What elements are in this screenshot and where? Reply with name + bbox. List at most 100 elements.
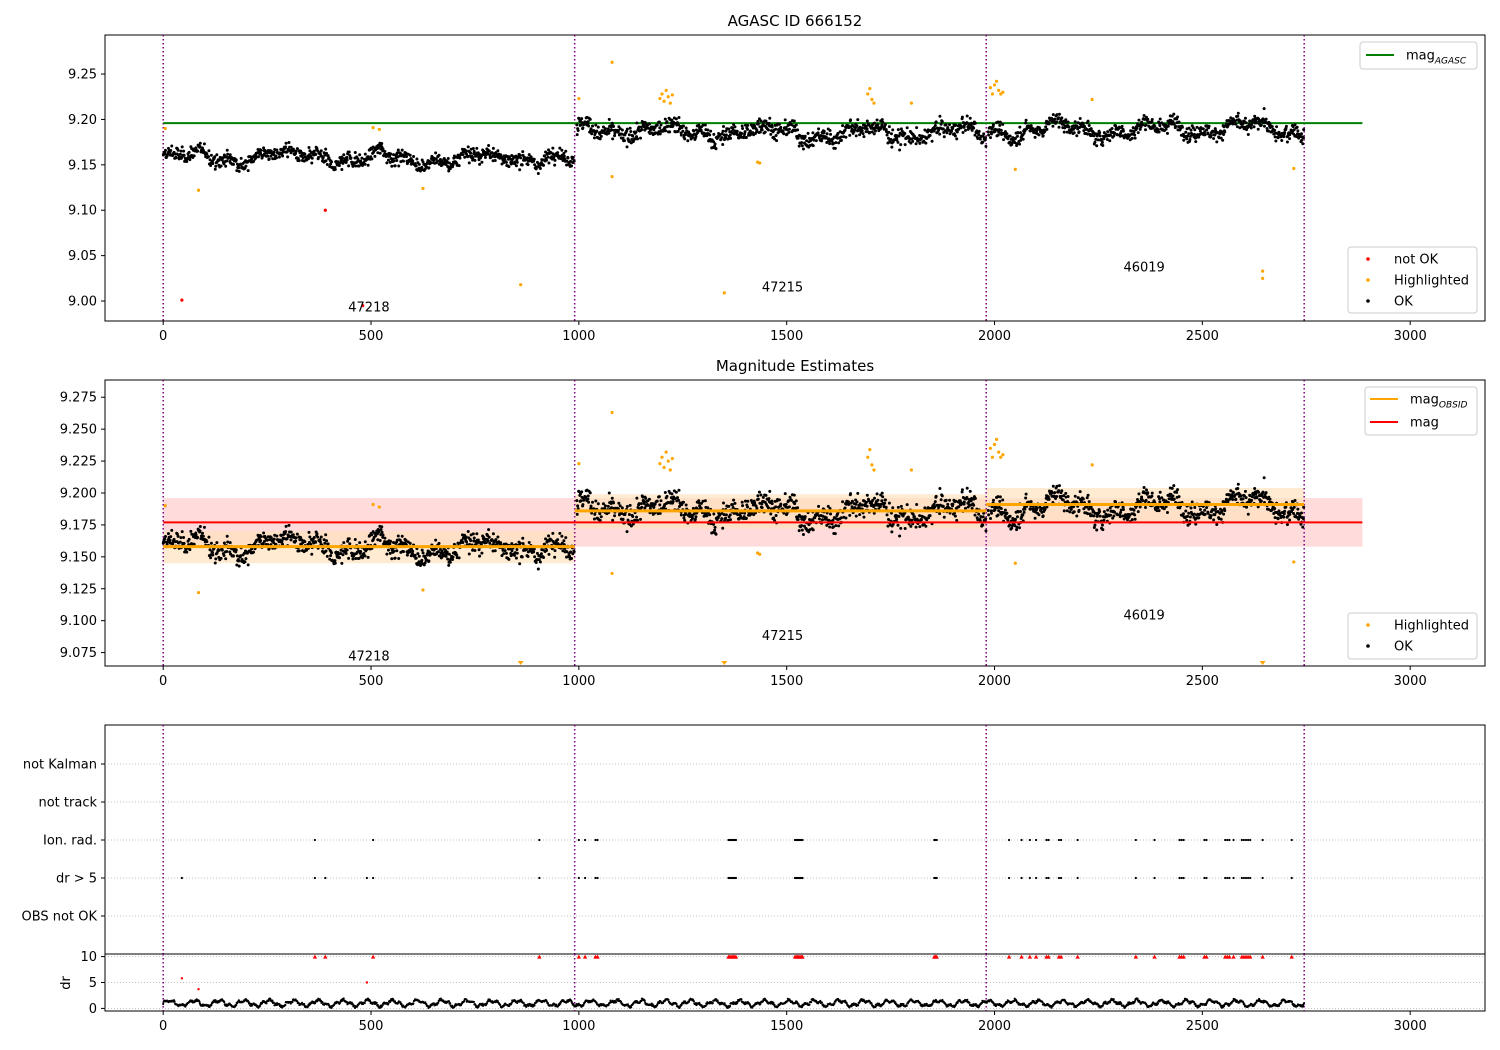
ok-point [1188, 138, 1192, 142]
ok-point [487, 149, 491, 153]
ok-point [679, 133, 683, 137]
ok-point [1086, 493, 1090, 497]
ok-point [564, 149, 568, 153]
ok-point [1077, 508, 1081, 512]
ok-point [613, 514, 617, 518]
ok-point [566, 156, 570, 160]
ok-point [201, 148, 205, 152]
ok-point [178, 152, 182, 156]
ok-point [796, 128, 800, 132]
ok-point [1060, 116, 1064, 120]
ok-point [188, 158, 192, 162]
ok-point [621, 136, 625, 140]
flag-category-label: Ion. rad. [43, 834, 97, 849]
ok-point [668, 130, 672, 134]
ok-point [860, 126, 864, 130]
ok-point [163, 152, 167, 156]
ok-point [464, 149, 468, 153]
ok-point [1137, 492, 1141, 496]
ok-point [502, 161, 506, 165]
flag-category-label: OBS not OK [22, 910, 98, 925]
ok-point [510, 549, 514, 553]
ok-point [960, 488, 964, 492]
ok-point [1262, 476, 1266, 480]
ok-point [721, 129, 725, 133]
ok-point [376, 151, 380, 155]
ok-point [945, 131, 949, 135]
ok-point [690, 516, 694, 520]
ok-point [849, 118, 853, 122]
agasc-y-tick-label: 9.00 [68, 295, 97, 310]
ok-point [613, 131, 617, 135]
ok-point [187, 537, 191, 541]
ok-point [507, 155, 511, 159]
highlighted-point [1292, 166, 1296, 171]
ok-point [1033, 135, 1037, 139]
ok-point [1261, 490, 1265, 494]
ok-point [580, 117, 584, 121]
obsid-label: 46019 [1123, 260, 1164, 275]
ok-point [353, 150, 357, 154]
ok-point [490, 538, 494, 542]
ok-point [973, 121, 977, 125]
ok-point [677, 498, 681, 502]
ok-point [746, 505, 750, 509]
ok-point [887, 517, 891, 521]
highlighted-point [377, 505, 381, 509]
ok-point [1062, 130, 1066, 134]
ok-point [465, 540, 469, 544]
highlighted-point [988, 446, 992, 450]
ok-point [179, 149, 183, 153]
ok-point [287, 523, 291, 527]
ok-point [383, 150, 387, 154]
ok-point [211, 162, 215, 166]
ok-point [176, 148, 180, 152]
ok-point [480, 160, 484, 164]
ok-point [556, 151, 560, 155]
ok-point [890, 145, 894, 149]
ok-point [252, 160, 256, 164]
ok-point [325, 163, 329, 167]
ok-point [392, 549, 396, 553]
ok-point [817, 504, 821, 508]
ok-point [547, 534, 551, 538]
ok-point [855, 500, 859, 504]
highlighted-point [992, 442, 997, 447]
ok-point [380, 530, 384, 534]
ok-point [1158, 500, 1162, 504]
ok-point [596, 125, 600, 129]
ok-point [1201, 127, 1205, 131]
ok-point [727, 127, 731, 131]
ok-point [209, 541, 213, 545]
ok-point [297, 549, 301, 553]
ok-point [1292, 512, 1296, 516]
ok-point [887, 130, 891, 134]
ok-point [743, 123, 747, 127]
ok-point [272, 150, 276, 154]
ok-point [1215, 523, 1219, 527]
ok-point [1239, 494, 1243, 498]
ok-point [733, 125, 737, 129]
ok-point [429, 552, 433, 556]
ok-point [244, 557, 248, 561]
ok-point [1144, 488, 1148, 492]
ok-point [914, 525, 918, 529]
ok-point [1231, 497, 1235, 501]
ok-point [848, 513, 852, 517]
agasc-panel: AGASC ID 666152 0 500 1000 1500 2000 2500 3000… [68, 12, 1486, 344]
agasc-legend: magAGASC [1359, 41, 1478, 70]
ok-point [933, 127, 937, 131]
ok-point [854, 514, 858, 518]
ok-point [629, 129, 633, 133]
ok-point [348, 542, 352, 546]
ok-point [314, 540, 318, 544]
ok-point [655, 123, 659, 127]
ok-point [1302, 505, 1306, 509]
ok-point [692, 132, 696, 136]
ok-point [1176, 115, 1180, 119]
ok-point [1098, 131, 1102, 135]
ok-point [816, 131, 820, 135]
agasc-x-tick-label: 1500 [770, 329, 803, 344]
ok-point [833, 146, 837, 150]
ok-point [222, 541, 226, 545]
